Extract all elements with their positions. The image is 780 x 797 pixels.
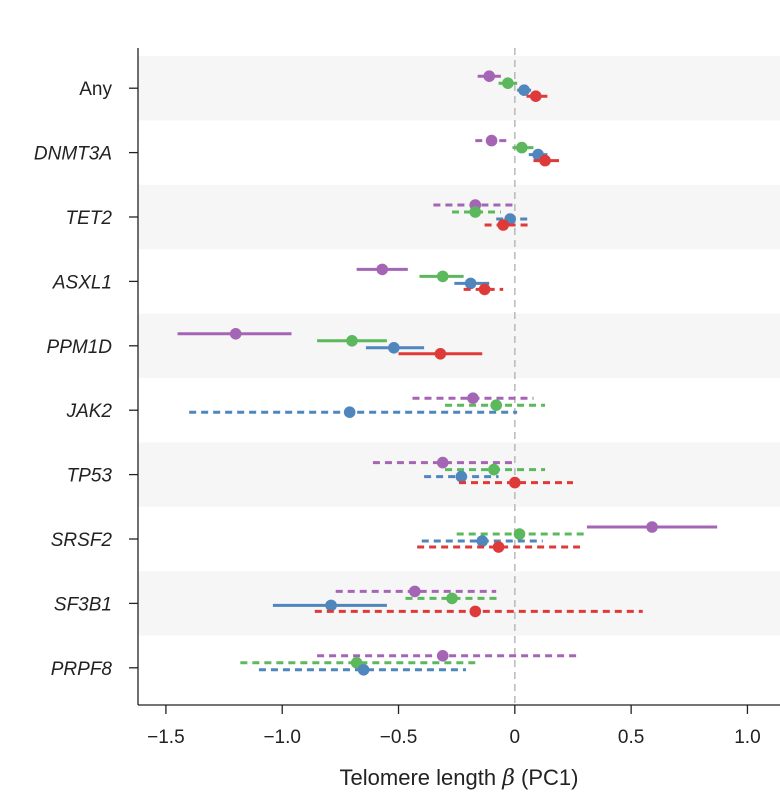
estimate-point (357, 664, 370, 676)
row-band (138, 571, 780, 636)
estimate-point (513, 528, 526, 540)
row-band (138, 184, 780, 250)
estimate-point (436, 650, 449, 662)
x-tick-label: −0.5 (380, 727, 418, 748)
estimate-point (509, 476, 521, 489)
row-bands (138, 56, 780, 636)
estimate-point (467, 392, 479, 405)
estimate-point (492, 541, 505, 553)
estimate-point (646, 521, 658, 533)
row-label: DNMT3A (34, 144, 112, 165)
x-tick-label: −1.5 (147, 727, 185, 748)
estimate-point (485, 134, 498, 147)
estimate-point (539, 154, 551, 167)
x-axis-label-suffix: (PC1) (515, 765, 579, 790)
estimate-point (469, 605, 482, 618)
row-label: JAK2 (66, 401, 113, 422)
row-label: SRSF2 (51, 530, 113, 551)
beta-symbol: β (501, 766, 515, 791)
estimate-point (490, 399, 503, 412)
estimate-point (409, 585, 421, 598)
estimate-point (483, 70, 496, 82)
estimate-point (446, 592, 458, 605)
estimate-point (518, 84, 530, 96)
y-axis-ticks: Any DNMT3A TET2 ASXL1 PPM1D JAK2 TP53 SRSF2 SF3B… (34, 79, 138, 680)
estimate-point (346, 335, 358, 347)
row-band (138, 56, 780, 121)
estimate-point (229, 328, 242, 340)
row-label: ASXL1 (52, 272, 112, 293)
estimate-point (388, 342, 400, 354)
row-band (138, 313, 780, 378)
estimate-point (436, 270, 449, 283)
estimate-point (469, 206, 482, 218)
estimate-point (478, 283, 491, 296)
row-label: PRPF8 (51, 659, 113, 680)
estimate-point (497, 219, 509, 231)
estimate-point (464, 277, 477, 290)
x-axis-label: Telomere length β (PC1) (340, 765, 579, 791)
estimate-point (476, 535, 489, 547)
x-axis-label-prefix: Telomere length (340, 765, 503, 790)
estimate-point (436, 456, 449, 469)
x-tick-label: −1.0 (263, 727, 301, 748)
row-label: TP53 (67, 466, 113, 487)
estimate-point (488, 463, 500, 476)
row-label: SF3B1 (54, 594, 112, 615)
estimate-point (325, 599, 337, 612)
x-tick-label: 0.5 (618, 727, 644, 748)
row-label: TET2 (66, 208, 113, 229)
estimate-point (516, 141, 528, 154)
x-tick-label: 0 (510, 727, 521, 748)
x-axis-ticks: −1.5 −1.0 −0.5 0 0.5 1.0 (147, 705, 761, 748)
estimate-marks (177, 70, 718, 676)
estimate-point (502, 77, 514, 89)
estimate-point (434, 348, 447, 360)
estimate-point (529, 90, 542, 102)
estimate-point (455, 470, 468, 483)
estimate-point (343, 406, 356, 419)
row-label: PPM1D (47, 337, 113, 358)
row-label: Any (79, 79, 112, 100)
estimate-point (376, 263, 389, 276)
x-tick-label: 1.0 (734, 727, 760, 748)
